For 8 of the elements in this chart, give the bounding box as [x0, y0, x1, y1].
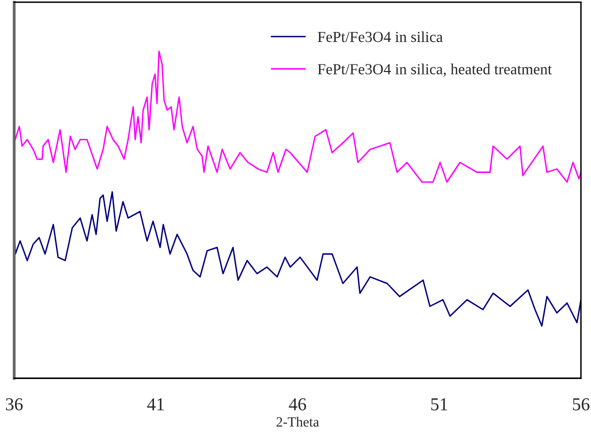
- x-tick-label: 46: [288, 398, 306, 410]
- x-tick-label: 36: [6, 398, 23, 410]
- x-axis-title: 2-Theta: [276, 416, 319, 427]
- x-tick-label: 51: [431, 398, 448, 410]
- x-tick-label: 56: [572, 398, 590, 410]
- legend-label: FePt/Fe3O4 in silica: [318, 31, 443, 42]
- legend-label: FePt/Fe3O4 in silica, heated treatment: [318, 64, 552, 77]
- x-tick-label: 41: [147, 398, 164, 410]
